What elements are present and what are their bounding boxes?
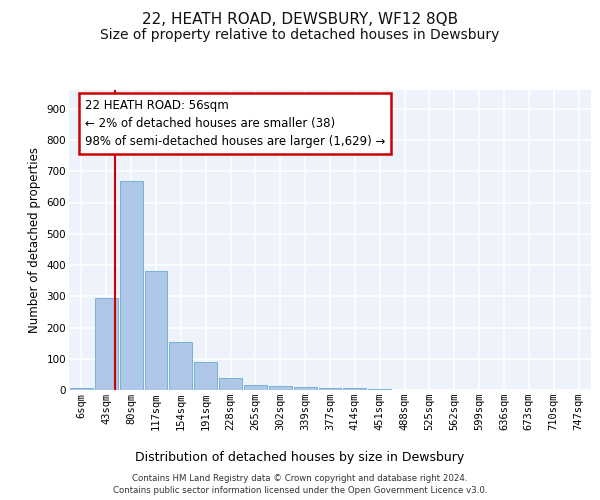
- Bar: [244, 386, 267, 390]
- Bar: [169, 342, 192, 390]
- Text: 22 HEATH ROAD: 56sqm
← 2% of detached houses are smaller (38)
98% of semi-detach: 22 HEATH ROAD: 56sqm ← 2% of detached ho…: [85, 99, 385, 148]
- Y-axis label: Number of detached properties: Number of detached properties: [28, 147, 41, 333]
- Text: Distribution of detached houses by size in Dewsbury: Distribution of detached houses by size …: [136, 451, 464, 464]
- Bar: [194, 362, 217, 390]
- Text: Size of property relative to detached houses in Dewsbury: Size of property relative to detached ho…: [100, 28, 500, 42]
- Bar: [70, 388, 93, 390]
- Text: 22, HEATH ROAD, DEWSBURY, WF12 8QB: 22, HEATH ROAD, DEWSBURY, WF12 8QB: [142, 12, 458, 28]
- Bar: [343, 388, 366, 390]
- Bar: [269, 386, 292, 390]
- Bar: [219, 378, 242, 390]
- Bar: [95, 298, 118, 390]
- Text: Contains HM Land Registry data © Crown copyright and database right 2024.
Contai: Contains HM Land Registry data © Crown c…: [113, 474, 487, 495]
- Bar: [145, 271, 167, 390]
- Bar: [319, 388, 341, 390]
- Bar: [294, 387, 317, 390]
- Bar: [120, 180, 143, 390]
